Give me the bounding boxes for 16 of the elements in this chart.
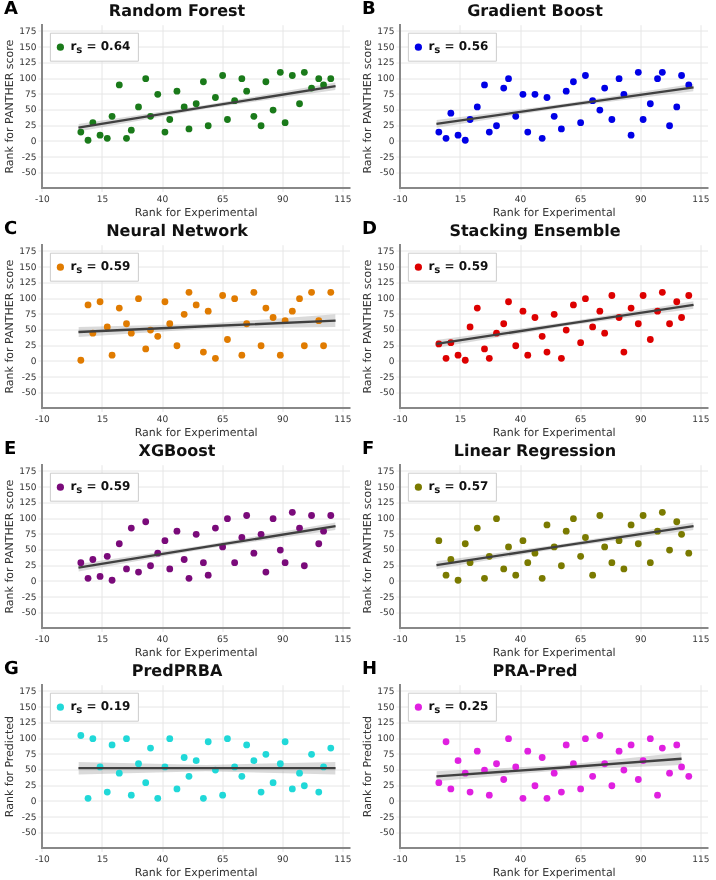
- chart-title: Gradient Boost: [467, 1, 604, 20]
- chart-title: PRA-Pred: [492, 661, 579, 680]
- chart-title: Random Forest: [108, 1, 246, 20]
- text: G: [4, 660, 19, 680]
- text: F: [362, 440, 375, 460]
- text: A: [4, 0, 18, 20]
- text: H: [362, 660, 378, 680]
- text: D: [362, 220, 377, 240]
- text: E: [4, 440, 17, 460]
- chart-title: Neural Network: [106, 221, 250, 240]
- text: B: [362, 0, 376, 20]
- chart-title: PredPRBA: [131, 661, 224, 680]
- chart-title: XGBoost: [138, 441, 216, 460]
- chart-title: Linear Regression: [453, 441, 617, 460]
- text: C: [4, 220, 18, 240]
- chart-title: Stacking Ensemble: [449, 221, 622, 240]
